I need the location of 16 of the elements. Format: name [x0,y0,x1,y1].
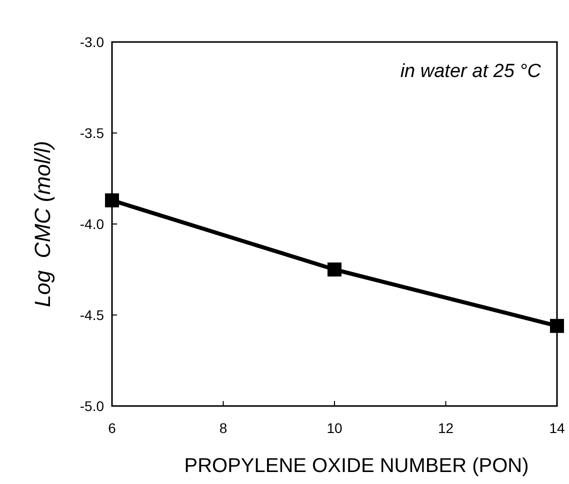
annotation: in water at 25 °C [400,61,542,82]
x-tick-label: 14 [549,420,565,436]
x-tick-label: 8 [219,420,228,436]
x-tick-label: 12 [438,420,454,436]
x-tick-label: 10 [326,420,342,436]
point [328,262,342,276]
x-axis-title: PROPYLENE OXIDE NUMBER (PON) [184,455,529,477]
y-tick-label: -3.0 [80,34,104,50]
y-tick-label: -4.0 [80,216,104,232]
y-tick-label: -3.5 [80,125,104,141]
x-tick-label: 6 [108,420,116,436]
point [550,318,564,333]
y-tick-label: -4.5 [80,307,104,323]
y-axis-title: Log CMC (mol/l) [30,140,55,308]
point [105,193,119,208]
y-tick-label: -5.0 [80,398,104,414]
